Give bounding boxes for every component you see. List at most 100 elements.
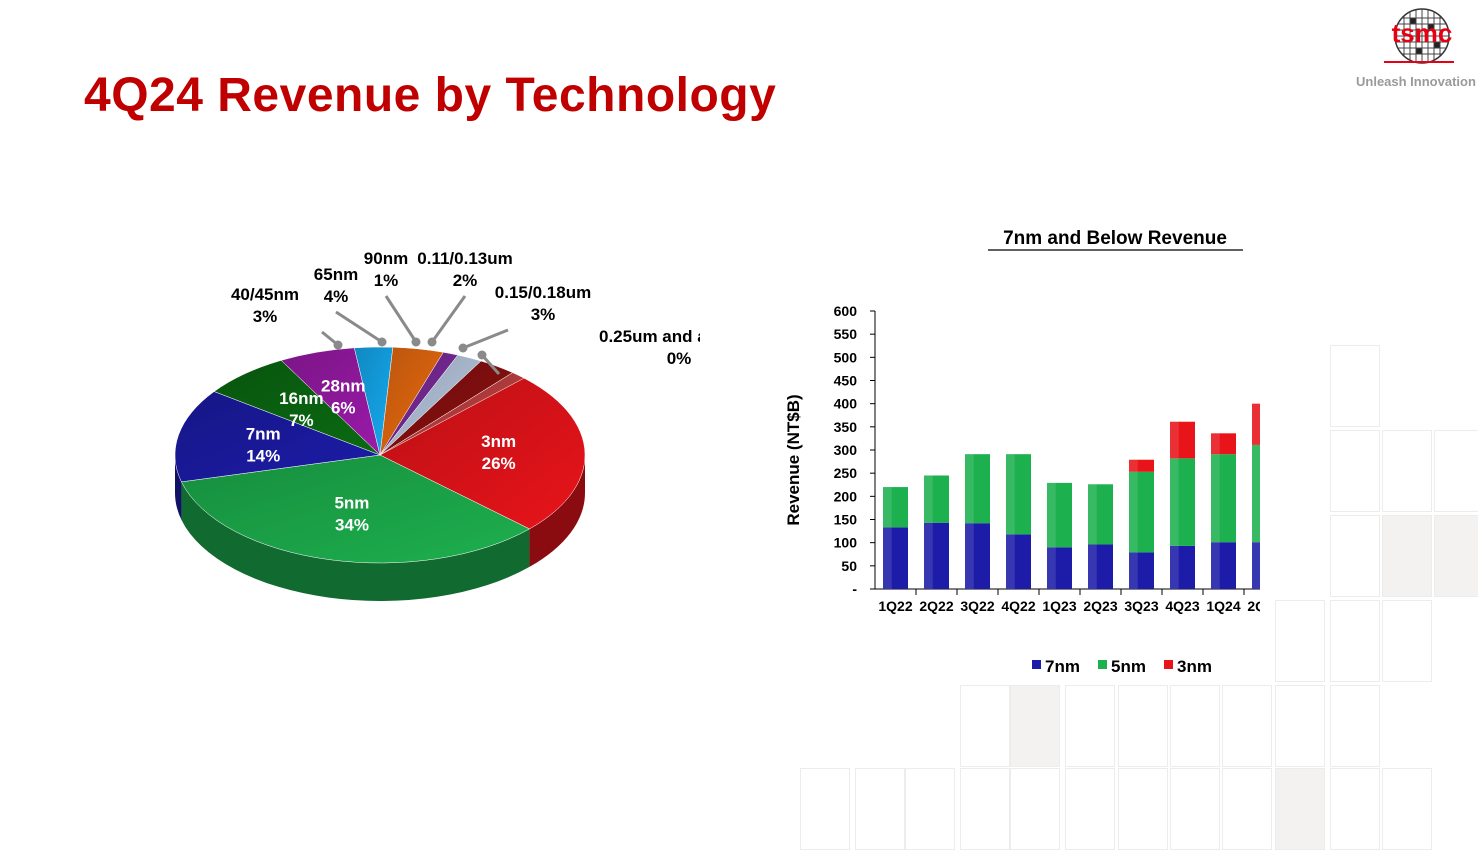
y-tick-label: 200	[834, 488, 858, 504]
bar-highlight	[924, 522, 933, 589]
bar-highlight	[924, 475, 933, 523]
x-tick-label: 4Q22	[1001, 598, 1035, 614]
bar-segment-5nm-4Q23	[1170, 458, 1195, 546]
bar-segment-7nm-4Q23	[1170, 545, 1195, 589]
pie-slice-side	[529, 455, 585, 567]
y-tick-label: 250	[834, 465, 858, 481]
pie-label-28nm: 28nm	[321, 376, 365, 395]
decor-square	[1170, 768, 1220, 850]
tagline: Unleash Innovation	[1356, 74, 1476, 89]
bar-highlight	[1170, 421, 1179, 459]
pie-label-90nm: 90nm	[364, 250, 408, 268]
decor-square	[1330, 768, 1380, 850]
decor-square	[800, 768, 850, 850]
pie-label-40-45nm: 40/45nm	[231, 285, 299, 304]
pie-value-0-15-0-18um: 3%	[531, 305, 556, 324]
legend-label-5nm: 5nm	[1111, 657, 1146, 676]
stacked-bar-chart: 7nm and Below Revenue - 50 100 150 200 250 300 3…	[784, 228, 1260, 676]
pie-label-0-25um-and-above: 0.25um and above	[599, 327, 700, 346]
y-tick-label: 450	[834, 373, 858, 389]
callout-line	[430, 295, 467, 343]
decor-square	[1222, 685, 1272, 767]
pie-value-40-45nm: 3%	[253, 307, 278, 326]
decor-square	[855, 768, 905, 850]
bar-segment-7nm-1Q23	[1047, 547, 1072, 589]
decor-square	[1275, 685, 1325, 767]
x-tick-label: 3Q22	[960, 598, 994, 614]
callout-line	[462, 328, 509, 350]
decor-square	[1382, 515, 1432, 597]
callout-line	[384, 295, 418, 343]
decor-square	[1065, 768, 1115, 850]
decor-square	[1382, 430, 1432, 512]
y-tick-label: 600	[834, 303, 858, 319]
bar-segment-5nm-1Q24	[1211, 454, 1236, 543]
bar-highlight	[1170, 458, 1179, 546]
pie-label-7nm: 7nm	[246, 424, 281, 443]
bar-highlight	[1252, 542, 1260, 589]
callout-dot	[333, 340, 343, 350]
y-tick-label: -	[852, 581, 857, 597]
y-axis-label: Revenue (NT$B)	[784, 394, 803, 525]
bar-chart-title: 7nm and Below Revenue	[1003, 228, 1227, 249]
decor-square	[1275, 600, 1325, 682]
decor-square	[960, 768, 1010, 850]
logo-wordmark: tsmc	[1392, 18, 1453, 48]
tsmc-logo: tsmc	[1350, 4, 1476, 94]
y-tick-label: 550	[834, 326, 858, 342]
legend-label-3nm: 3nm	[1177, 657, 1212, 676]
decor-square	[1010, 768, 1060, 850]
decor-square	[1330, 430, 1380, 512]
bar-segment-5nm-1Q22	[883, 487, 908, 528]
decor-square	[1275, 768, 1325, 850]
decor-square	[1330, 685, 1380, 767]
pie-value-0-25um-and-above: 0%	[667, 349, 692, 368]
pie-label-3nm: 3nm	[481, 432, 516, 451]
pie-value-0-11-0-13um: 2%	[453, 271, 478, 290]
x-tick-label: 3Q23	[1124, 598, 1158, 614]
y-tick-label: 150	[834, 512, 858, 528]
x-tick-label: 2Q22	[919, 598, 953, 614]
pie-value-90nm: 1%	[374, 271, 399, 290]
bar-highlight	[1088, 544, 1097, 589]
x-tick-label: 4Q23	[1165, 598, 1199, 614]
bar-highlight	[1129, 552, 1138, 589]
pie-slice-5nm	[181, 454, 530, 564]
pie-slice-3nm	[379, 371, 586, 530]
decor-square	[1118, 685, 1168, 767]
bar-segment-7nm-2Q24	[1252, 542, 1260, 589]
y-tick-label: 50	[841, 558, 857, 574]
bar-highlight	[1252, 403, 1260, 445]
pie-value-16nm: 7%	[289, 411, 314, 430]
callout-line	[335, 310, 383, 344]
pie-value-65nm: 4%	[324, 287, 349, 306]
y-tick-label: 400	[834, 396, 858, 412]
x-tick-label: 2Q24	[1247, 598, 1260, 614]
bar-segment-3nm-4Q23	[1170, 421, 1195, 459]
pie-value-7nm: 14%	[246, 446, 280, 465]
pie-chart: 3nm 26% 5nm 34% 7nm 14% 16nm 7% 28nm 6% 40/45nm 3% 6…	[174, 250, 700, 601]
bar-highlight	[1211, 433, 1220, 455]
x-tick-label: 1Q23	[1042, 598, 1076, 614]
decor-square	[1222, 768, 1272, 850]
bar-segment-7nm-1Q24	[1211, 542, 1236, 589]
bar-segment-5nm-4Q22	[1006, 454, 1031, 535]
callout-dot	[477, 350, 487, 360]
legend-swatch-5nm	[1098, 660, 1107, 669]
y-tick-label: 300	[834, 442, 858, 458]
bar-segment-5nm-1Q23	[1047, 482, 1072, 548]
decor-square	[1382, 768, 1432, 850]
pie-label-0-11-0-13um: 0.11/0.13um	[417, 250, 512, 268]
callout-dot	[411, 337, 421, 347]
legend-label-7nm: 7nm	[1045, 657, 1080, 676]
decor-square	[1330, 345, 1380, 427]
decor-square	[1065, 685, 1115, 767]
legend-swatch-3nm	[1164, 660, 1173, 669]
callout-dot	[427, 337, 437, 347]
pie-value-28nm: 6%	[331, 398, 356, 417]
bar-segment-5nm-3Q23	[1129, 471, 1154, 553]
legend-swatch-7nm	[1032, 660, 1041, 669]
bar-highlight	[1129, 471, 1138, 553]
decor-square	[1010, 685, 1060, 767]
bar-segment-3nm-3Q23	[1129, 459, 1154, 472]
